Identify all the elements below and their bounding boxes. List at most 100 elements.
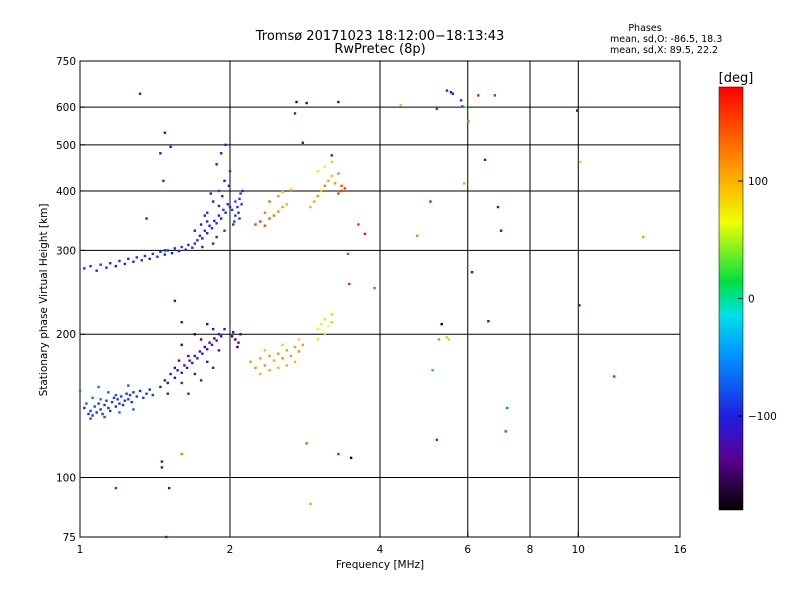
data-point (140, 259, 143, 262)
data-point (234, 338, 237, 341)
chart-subtitle: RwPretec (8p) (334, 42, 425, 57)
data-point (281, 357, 284, 360)
data-point (323, 165, 327, 168)
data-point (215, 339, 218, 342)
data-point (259, 372, 262, 376)
data-point (330, 313, 333, 316)
data-point (130, 400, 133, 404)
data-point (330, 174, 333, 178)
data-point (203, 214, 206, 217)
data-point (445, 336, 449, 339)
data-point (118, 402, 121, 405)
data-point (224, 211, 227, 214)
data-point (109, 262, 112, 265)
data-point (166, 249, 169, 252)
data-point (223, 179, 226, 183)
data-point (237, 211, 240, 214)
phase-stats-header: Phases (628, 23, 661, 34)
data-point (83, 406, 86, 410)
data-point (316, 338, 319, 341)
data-point (215, 222, 218, 225)
y-tick-label: 300 (56, 245, 76, 257)
data-point (327, 324, 330, 328)
data-point (343, 187, 347, 190)
data-point (188, 359, 191, 362)
data-point (187, 354, 190, 358)
data-point (234, 214, 237, 217)
data-point (301, 343, 305, 347)
data-point (477, 94, 480, 97)
data-point (184, 248, 187, 251)
data-point (293, 112, 297, 115)
data-point (461, 105, 464, 108)
colorbar-label: [deg] (719, 71, 754, 86)
data-point (239, 192, 242, 195)
data-point (114, 264, 118, 268)
data-point (346, 252, 350, 256)
data-point (145, 217, 148, 220)
data-point (114, 393, 118, 397)
data-point (230, 335, 234, 338)
data-point (316, 170, 319, 173)
colorbar-tick-label: 100 (748, 176, 768, 188)
data-point (483, 158, 487, 162)
data-point (205, 322, 209, 326)
data-point (240, 203, 243, 206)
y-tick-label: 100 (56, 473, 76, 485)
data-point (211, 366, 215, 370)
data-point (213, 337, 216, 340)
data-point (238, 217, 241, 220)
data-point (281, 343, 284, 347)
data-point (114, 486, 118, 490)
data-point (327, 179, 330, 183)
data-point (277, 352, 280, 355)
data-point (215, 235, 218, 239)
data-point (167, 486, 171, 490)
data-point (259, 357, 262, 360)
data-point (241, 189, 244, 193)
data-point (435, 438, 438, 442)
data-point (357, 223, 360, 226)
data-point (132, 391, 135, 394)
data-point (180, 371, 183, 374)
data-point (285, 349, 288, 352)
data-point (268, 200, 271, 203)
data-point (223, 327, 226, 331)
data-point (187, 392, 190, 395)
data-point (173, 366, 177, 370)
data-point (203, 345, 206, 349)
data-point (363, 232, 367, 236)
colorbar-ticks: 100 0 −100 (738, 176, 777, 423)
data-point (193, 229, 197, 232)
data-point (309, 205, 312, 209)
data-point (201, 237, 204, 240)
data-point (143, 254, 147, 258)
data-point (210, 227, 214, 230)
data-point (467, 120, 470, 123)
x-axis-label: Frequency [MHz] (336, 559, 424, 571)
data-point (464, 105, 468, 109)
data-point (208, 341, 211, 344)
data-point (201, 245, 204, 249)
data-point (205, 211, 209, 214)
data-point (447, 338, 451, 341)
data-points (78, 89, 645, 539)
data-point (451, 92, 455, 95)
data-point (170, 251, 174, 255)
data-point (449, 90, 453, 94)
data-point (191, 246, 194, 249)
data-point (163, 379, 167, 382)
data-point (228, 170, 232, 173)
data-point (205, 232, 209, 235)
data-point (159, 152, 162, 155)
chart-title: Tromsø 20171023 18:12:00−18:13:43 (255, 29, 505, 44)
data-point (239, 333, 242, 336)
data-point (440, 322, 443, 326)
data-point (199, 379, 203, 382)
data-point (642, 235, 645, 239)
data-point (89, 417, 92, 420)
data-point (309, 502, 312, 506)
data-point (504, 430, 507, 433)
data-point (281, 205, 284, 209)
